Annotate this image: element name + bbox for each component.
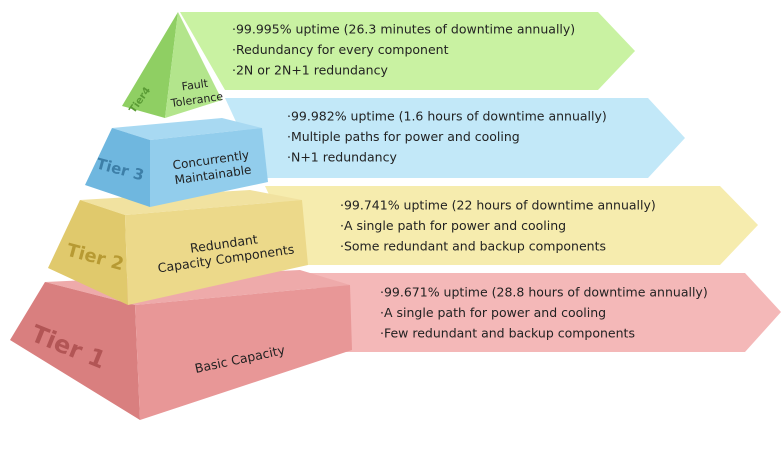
tier-bullet: ·A single path for power and cooling: [380, 305, 606, 320]
tier-bullet: ·N+1 redundancy: [287, 150, 397, 165]
tier-bullet: ·99.982% uptime (1.6 hours of downtime a…: [287, 109, 607, 124]
tier-bullet: ·Few redundant and backup components: [380, 326, 635, 341]
tier-bullet: ·99.671% uptime (28.8 hours of downtime …: [380, 285, 708, 300]
tier-diagram: ·99.995% uptime (26.3 minutes of downtim…: [0, 0, 782, 452]
tier-bullet: ·Some redundant and backup components: [340, 239, 606, 254]
tier-bullet: ·Redundancy for every component: [232, 42, 449, 57]
tier-bullet: ·2N or 2N+1 redundancy: [232, 63, 388, 78]
tier-bullet: ·99.995% uptime (26.3 minutes of downtim…: [232, 22, 575, 37]
tier-bullet: ·99.741% uptime (22 hours of downtime an…: [340, 198, 656, 213]
tier-bullet: ·A single path for power and cooling: [340, 218, 566, 233]
tier-bullet: ·Multiple paths for power and cooling: [287, 129, 520, 144]
